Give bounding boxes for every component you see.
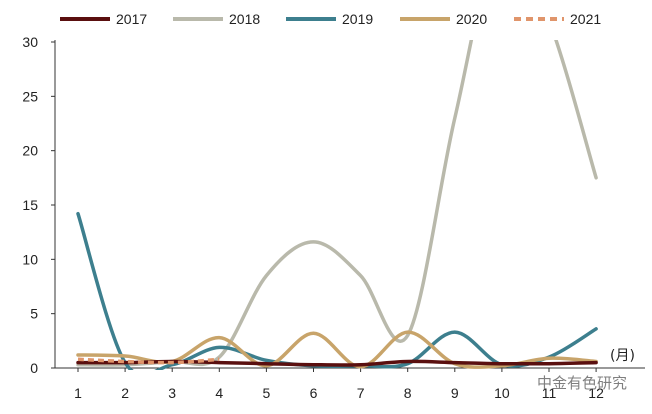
- x-tick-label: 9: [451, 385, 459, 401]
- series-lines: [76, 40, 598, 370]
- y-tick-label: 20: [22, 143, 38, 159]
- x-tick-label: 3: [168, 385, 176, 401]
- legend-label-2018: 2018: [229, 11, 260, 27]
- x-tick-label: 2: [121, 385, 129, 401]
- chart-legend: 2017 2018 2019 2020 2021: [60, 11, 601, 27]
- y-tick-label: 0: [30, 360, 38, 376]
- series-line-2018: [76, 40, 598, 367]
- x-tick-label: 11: [542, 385, 557, 401]
- x-tick-label: 12: [588, 385, 604, 401]
- legend-label-2017: 2017: [116, 11, 147, 27]
- y-tick-label: 15: [22, 197, 38, 213]
- y-tick-label: 25: [22, 88, 38, 104]
- x-axis: 1 2 3 4 5 6 7 8 9 10 11 12: [55, 367, 645, 401]
- watermark: 中金有色研究: [537, 374, 627, 392]
- y-tick-label: 10: [22, 251, 38, 267]
- series-line-2021: [77, 357, 220, 365]
- x-tick-label: 1: [74, 385, 82, 401]
- x-tick-label: 10: [494, 385, 510, 401]
- y-tick-label: 30: [22, 34, 38, 50]
- x-tick-label: 7: [357, 385, 365, 401]
- y-tick-label: 5: [30, 306, 38, 322]
- legend-label-2020: 2020: [456, 11, 487, 27]
- y-axis: 0 5 10 15 20 25 30: [22, 34, 56, 376]
- x-tick-label: 6: [310, 385, 318, 401]
- x-axis-unit: (月): [610, 348, 635, 364]
- x-tick-label: 5: [263, 385, 271, 401]
- legend-label-2021: 2021: [570, 11, 601, 27]
- x-tick-label: 8: [404, 385, 412, 401]
- x-tick-label: 4: [215, 385, 223, 401]
- legend-label-2019: 2019: [342, 11, 373, 27]
